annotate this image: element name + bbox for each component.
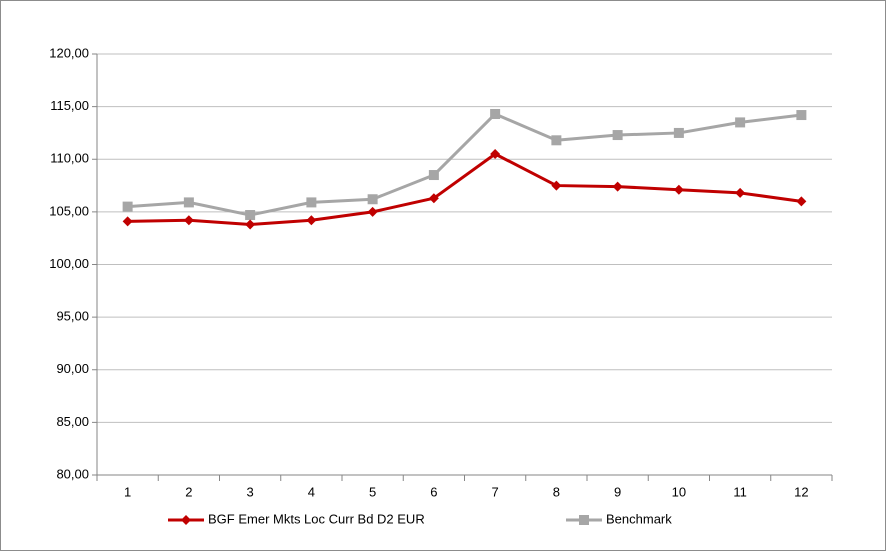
point — [306, 215, 317, 226]
point — [428, 170, 439, 181]
point — [183, 197, 194, 208]
point — [428, 193, 439, 204]
x-tick-label: 12 — [794, 484, 808, 499]
series-line — [127, 152, 802, 227]
series-line — [127, 112, 802, 217]
y-tick-label: 110,00 — [50, 151, 89, 166]
point — [796, 196, 807, 207]
y-tick-label: 105,00 — [49, 203, 89, 218]
point — [612, 130, 623, 141]
point — [122, 201, 133, 212]
legend-marker — [181, 515, 191, 525]
point — [551, 180, 562, 191]
y-tick-label: 115,00 — [50, 98, 89, 113]
x-tick-label: 10 — [672, 484, 686, 499]
point — [367, 206, 378, 217]
x-tick-label: 5 — [369, 484, 376, 499]
x-tick-label: 11 — [733, 484, 747, 499]
y-tick-label: 95,00 — [56, 309, 89, 324]
x-tick-label: 2 — [185, 484, 192, 499]
y-tick-label: 90,00 — [56, 361, 89, 376]
point — [673, 127, 684, 138]
x-tick-label: 3 — [247, 484, 254, 499]
x-tick-label: 7 — [492, 484, 499, 499]
legend-marker — [579, 515, 589, 525]
point — [796, 110, 807, 121]
point — [612, 181, 623, 192]
point — [735, 187, 746, 198]
point — [245, 210, 256, 221]
point — [306, 197, 317, 208]
legend-label: BGF Emer Mkts Loc Curr Bd D2 EUR — [208, 511, 425, 526]
point — [245, 219, 256, 230]
y-tick-label: 85,00 — [56, 414, 89, 429]
point — [551, 135, 562, 146]
x-tick-label: 8 — [553, 484, 560, 499]
point — [490, 108, 501, 119]
x-tick-label: 4 — [308, 484, 315, 499]
point — [673, 184, 684, 195]
point — [367, 194, 378, 205]
legend-label: Benchmark — [606, 511, 672, 526]
point — [735, 117, 746, 128]
point — [183, 215, 194, 226]
x-tick-label: 6 — [430, 484, 437, 499]
y-tick-label: 100,00 — [49, 256, 89, 271]
x-tick-label: 9 — [614, 484, 621, 499]
point — [122, 216, 133, 227]
point — [490, 148, 501, 159]
x-tick-label: 1 — [124, 484, 131, 499]
y-tick-label: 80,00 — [56, 466, 89, 481]
y-tick-label: 120,00 — [49, 45, 89, 60]
